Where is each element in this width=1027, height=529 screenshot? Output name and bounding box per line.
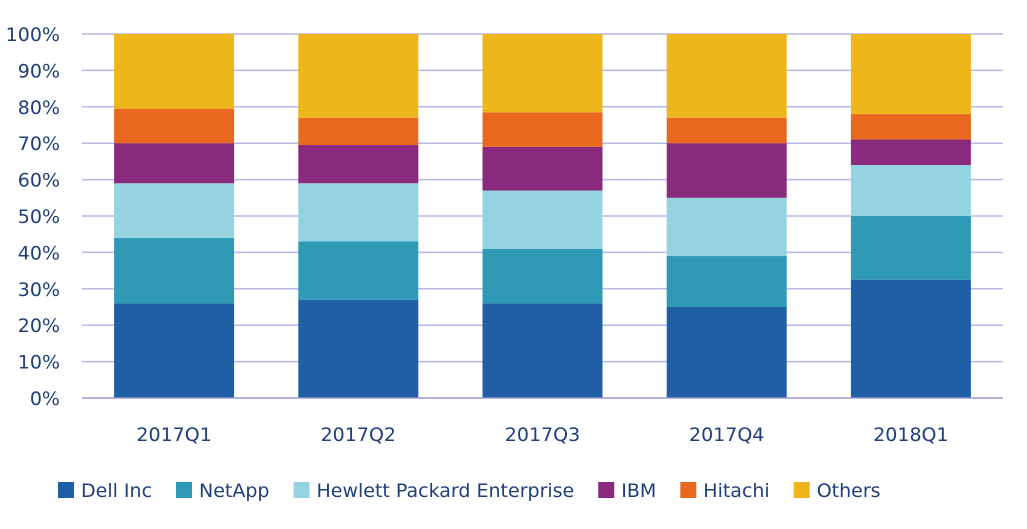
legend-label: Dell Inc — [81, 480, 152, 502]
legend-item-dell-inc: Dell Inc — [58, 480, 152, 502]
bar-segment-ibm-2017q1 — [114, 143, 235, 184]
legend-item-hewlett-packard-enterprise: Hewlett Packard Enterprise — [293, 480, 575, 502]
legend-swatch — [293, 482, 310, 498]
legend-label: NetApp — [199, 480, 269, 502]
bar-segment-hewlett-packard-enterprise-2017q3 — [482, 190, 603, 249]
bar-segment-others-2017q3 — [482, 34, 603, 113]
y-tick-label: 0% — [30, 388, 60, 410]
y-tick-label: 80% — [18, 97, 60, 119]
bar-segment-hitachi-2018q1 — [850, 114, 971, 140]
bar-segment-others-2017q1 — [114, 34, 235, 109]
y-tick-label: 70% — [18, 133, 60, 155]
x-category-label: 2017Q4 — [689, 424, 764, 446]
bar-segment-hewlett-packard-enterprise-2017q4 — [666, 197, 787, 257]
y-tick-label: 30% — [18, 279, 60, 301]
bar-segment-dell-inc-2017q3 — [482, 303, 603, 398]
legend-label: Hitachi — [703, 480, 769, 502]
bars — [114, 34, 971, 398]
y-tick-label: 40% — [18, 242, 60, 264]
axes: 0% 10% 20% 30% 40% 50% 60% 70% 80% 90% 100% 2017Q1 2… — [6, 24, 1003, 446]
x-category-label: 2017Q3 — [505, 424, 580, 446]
legend-swatch — [793, 482, 810, 498]
legend-swatch — [598, 482, 615, 498]
bar-segment-ibm-2018q1 — [850, 139, 971, 166]
bar-segment-hewlett-packard-enterprise-2018q1 — [850, 165, 971, 216]
legend-label: Hewlett Packard Enterprise — [317, 480, 575, 502]
y-tick-label: 90% — [18, 60, 60, 82]
bar-segment-netapp-2017q2 — [298, 241, 419, 300]
bar-segment-others-2017q2 — [298, 34, 419, 118]
y-tick-label: 50% — [18, 206, 60, 228]
bar-segment-hitachi-2017q4 — [666, 117, 787, 144]
bar-segment-netapp-2017q3 — [482, 248, 603, 304]
y-tick-label: 10% — [18, 352, 60, 374]
bar-segment-dell-inc-2017q4 — [666, 307, 787, 398]
bar-segment-ibm-2017q3 — [482, 146, 603, 191]
y-tick-label: 100% — [6, 24, 60, 46]
bar-segment-hewlett-packard-enterprise-2017q2 — [298, 183, 419, 242]
x-category-label: 2017Q2 — [321, 424, 396, 446]
bar-segment-dell-inc-2018q1 — [850, 279, 971, 398]
y-tick-label: 60% — [18, 170, 60, 192]
bar-segment-hitachi-2017q1 — [114, 108, 235, 144]
x-category-label: 2017Q1 — [136, 424, 211, 446]
legend-swatch — [680, 482, 697, 498]
bar-segment-ibm-2017q4 — [666, 143, 787, 198]
legend-item-ibm: IBM — [598, 480, 656, 502]
bar-segment-dell-inc-2017q2 — [298, 299, 419, 398]
bar-segment-ibm-2017q2 — [298, 145, 419, 184]
bar-segment-hitachi-2017q3 — [482, 112, 603, 147]
bar-segment-hewlett-packard-enterprise-2017q1 — [114, 183, 235, 238]
bar-segment-others-2018q1 — [850, 34, 971, 115]
bar-segment-others-2017q4 — [666, 34, 787, 118]
bar-segment-dell-inc-2017q1 — [114, 303, 235, 398]
bar-segment-hitachi-2017q2 — [298, 117, 419, 146]
bar-segment-netapp-2017q1 — [114, 237, 235, 304]
legend-item-others: Others — [793, 480, 881, 502]
bar-segment-netapp-2017q4 — [666, 256, 787, 307]
legend-item-hitachi: Hitachi — [680, 480, 770, 502]
bar-segment-netapp-2018q1 — [850, 216, 971, 280]
legend-item-netapp: NetApp — [176, 480, 270, 502]
x-category-label: 2018Q1 — [873, 424, 948, 446]
legend-swatch — [58, 482, 74, 498]
y-tick-label: 20% — [18, 315, 60, 337]
legend-swatch — [176, 482, 193, 498]
legend-label: Others — [817, 480, 881, 502]
legend-label: IBM — [621, 480, 656, 502]
legend: Dell Inc NetApp Hewlett Packard Enterprise… — [58, 480, 881, 502]
